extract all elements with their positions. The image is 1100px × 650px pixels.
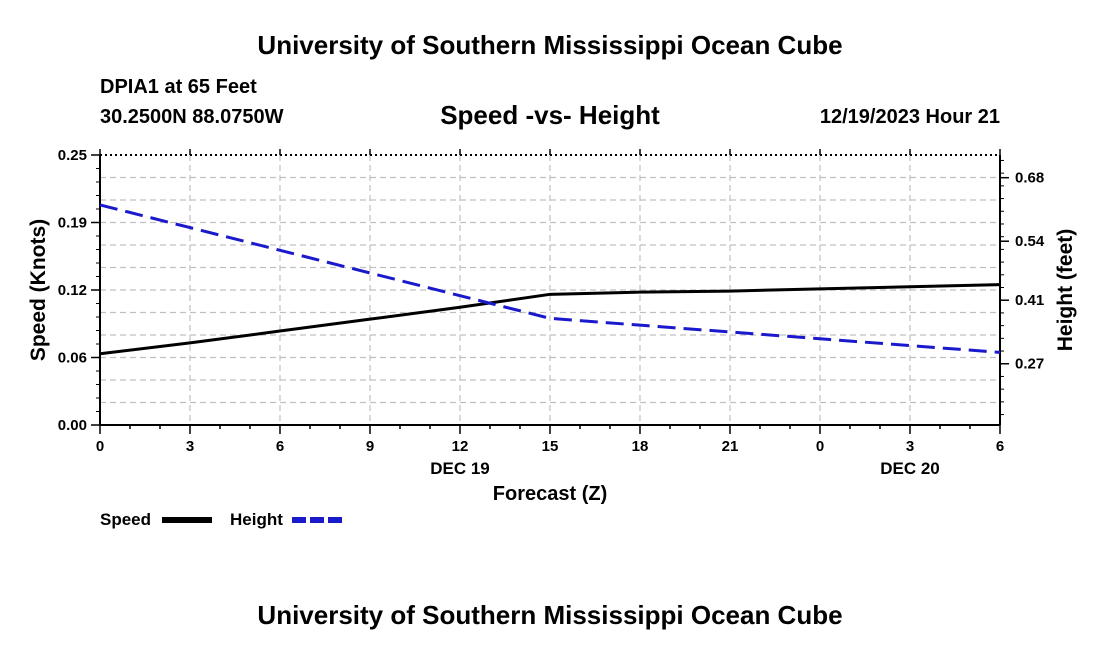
chart-subtitle: Speed -vs- Height (440, 100, 660, 130)
legend-speed-label: Speed (100, 510, 151, 529)
x-date-label: DEC 20 (880, 459, 940, 478)
x-axis-title: Forecast (Z) (493, 483, 607, 505)
x-tick-label: 9 (366, 438, 374, 455)
x-tick-label: 0 (816, 438, 824, 455)
x-tick-label: 6 (276, 438, 284, 455)
series-line-speed (99, 283, 1001, 356)
right-tick-label: 0.68 (1015, 170, 1044, 187)
right-tick-label: 0.54 (1015, 233, 1045, 250)
x-tick-label: 3 (186, 438, 194, 455)
grid-layer (100, 155, 1000, 425)
series-line-height (99, 203, 1001, 354)
x-tick-label: 21 (722, 438, 739, 455)
page-title: University of Southern Mississippi Ocean… (257, 30, 843, 60)
right-axis-title: Height (feet) (1054, 229, 1077, 352)
left-tick-label: 0.12 (58, 282, 87, 299)
right-tick-label: 0.27 (1015, 356, 1044, 373)
x-tick-label: 12 (452, 438, 469, 455)
x-tick-label: 0 (96, 438, 104, 455)
left-axis-title: Speed (Knots) (27, 219, 50, 361)
x-tick-label: 3 (906, 438, 914, 455)
left-tick-label: 0.06 (58, 350, 87, 367)
left-tick-label: 0.25 (58, 147, 87, 164)
x-date-label: DEC 19 (430, 459, 490, 478)
x-tick-label: 18 (632, 438, 649, 455)
x-tick-label: 6 (996, 438, 1004, 455)
footer-title: University of Southern Mississippi Ocean… (257, 600, 843, 630)
axis-layer: 0 3 6 9 12 15 18 21 0 3 6 DEC 19 DEC 20 Forecast (Z) 0… (27, 147, 1077, 505)
left-tick-label: 0.00 (58, 417, 87, 434)
legend-height-label: Height (230, 510, 283, 529)
forecast-datetime: 12/19/2023 Hour 21 (819, 106, 1000, 128)
coordinates-label: 30.2500N 88.0750W (100, 106, 284, 128)
right-tick-label: 0.41 (1015, 292, 1044, 309)
station-label: DPIA1 at 65 Feet (100, 76, 257, 98)
legend: Speed Height (100, 510, 342, 529)
left-tick-label: 0.19 (58, 215, 87, 232)
x-tick-label: 15 (542, 438, 559, 455)
series-layer (99, 203, 1001, 356)
